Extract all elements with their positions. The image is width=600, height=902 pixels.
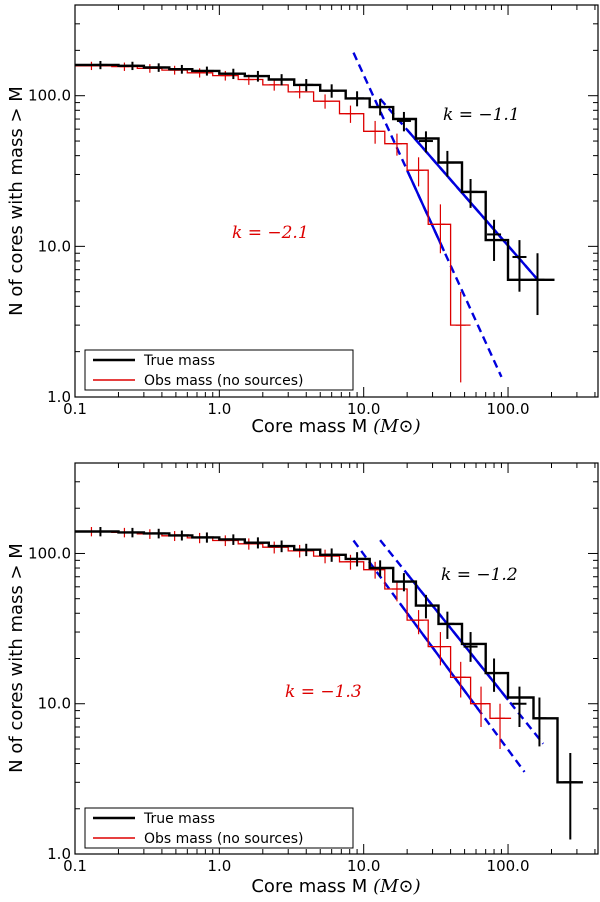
- y-tick-label: 1.0: [47, 845, 71, 863]
- plot-frame: [74, 4, 599, 398]
- legend-obs-mass-label: Obs mass (no sources): [144, 373, 304, 389]
- fit-line-solid: [399, 603, 480, 710]
- axis-ticks: [74, 462, 598, 855]
- x-tick-label: 100.0: [487, 857, 530, 875]
- annotation-black-k: k = −1.2: [441, 565, 518, 585]
- x-tick-label: 0.1: [63, 857, 87, 875]
- axis-ticks: [74, 4, 598, 398]
- plot-frame: [74, 462, 599, 855]
- annotation-red-k: k = −2.1: [232, 223, 309, 243]
- x-tick-label: 100.0: [487, 400, 530, 418]
- x-axis-label: Core mass M (M⊙): [251, 416, 420, 437]
- legend-box: [84, 807, 354, 849]
- y-tick-label: 10.0: [38, 695, 71, 713]
- y-tick-label: 1.0: [47, 388, 71, 406]
- fit-line-solid: [406, 129, 539, 281]
- y-tick-label: 10.0: [38, 237, 71, 255]
- obs-mass-step-line: [75, 65, 471, 326]
- annotation-red-k: k = −1.3: [285, 682, 362, 702]
- y-axis-label: N of cores with mass > M: [6, 543, 27, 773]
- legend: True mass Obs mass (no sources): [84, 349, 354, 391]
- legend: True mass Obs mass (no sources): [84, 807, 354, 849]
- legend-obs-mass-label: Obs mass (no sources): [144, 831, 304, 847]
- x-tick-label: 1.0: [207, 857, 231, 875]
- x-tick-label: 10.0: [347, 857, 380, 875]
- y-tick-label: 100.0: [28, 87, 71, 105]
- annotation-black-k: k = −1.1: [443, 105, 520, 125]
- x-axis-label: Core mass M (M⊙): [251, 876, 420, 897]
- x-tick-label: 10.0: [347, 400, 380, 418]
- y-axis-label: N of cores with mass > M: [6, 86, 27, 316]
- legend-true-mass-label: True mass: [143, 353, 215, 369]
- legend-box: [84, 349, 354, 391]
- series-lines: [75, 60, 555, 383]
- x-tick-label: 0.1: [63, 400, 87, 418]
- fit-line-solid: [406, 573, 509, 701]
- legend-true-mass-label: True mass: [143, 811, 215, 827]
- obs-mass-step-line: [75, 530, 512, 719]
- series-lines: [75, 527, 583, 840]
- true-mass-step-line: [75, 63, 555, 281]
- y-tick-label: 100.0: [28, 544, 71, 562]
- fit-line-solid: [406, 169, 446, 252]
- x-tick-label: 1.0: [207, 400, 231, 418]
